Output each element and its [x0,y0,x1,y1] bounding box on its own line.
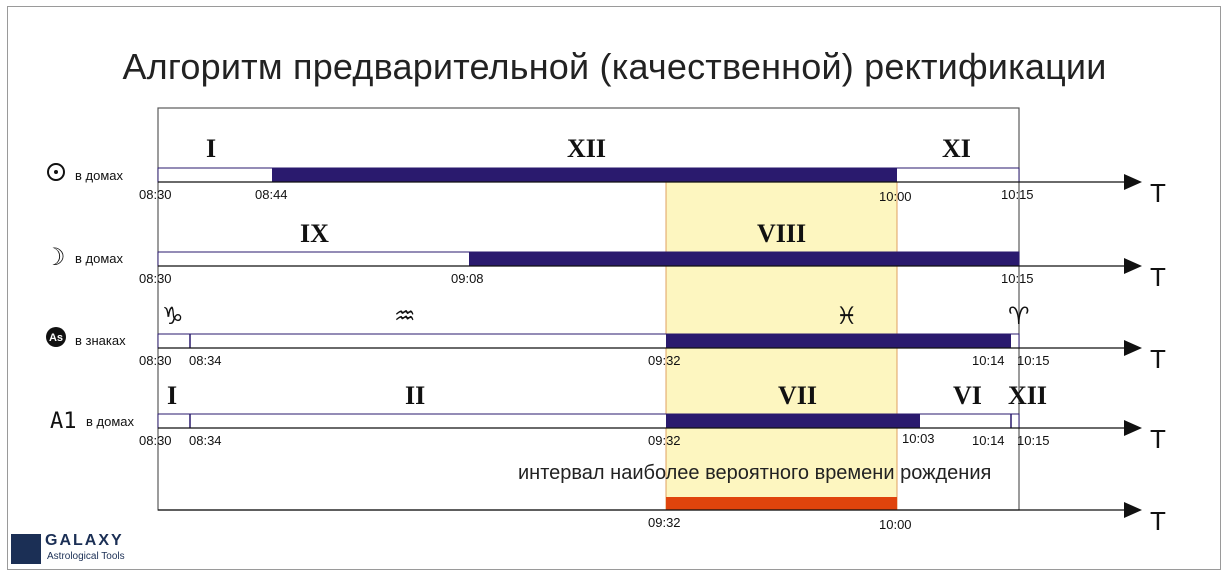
ascendant-icon-text: As [49,332,63,344]
axis-arrow [1124,340,1142,356]
division-label: I [206,134,216,163]
tick-label: 10:15 [1017,353,1050,368]
page-title: Алгоритм предварительной (качественной) … [122,46,1107,87]
timeline-bar [469,252,1019,266]
tick-label: 09:32 [648,353,681,368]
aquarius-icon: ♒ [394,302,416,330]
tick-label: 08:34 [189,353,222,368]
division-label: XII [567,134,606,163]
tick-label: 08:30 [139,271,172,286]
row-label: в домах [86,414,135,429]
ascendant-icon [46,327,66,347]
division-label: IX [300,219,329,248]
tick-label: 10:14 [972,433,1005,448]
capricorn-icon: ♑ [162,302,184,330]
sun-icon [47,163,65,181]
interval-end-label: 10:00 [879,517,912,532]
moon-icon: ☽ [44,243,66,271]
axis-label: T [1150,262,1166,292]
axis-label: T [1150,344,1166,374]
division-label: VII [778,381,817,410]
axis-label: T [1150,178,1166,208]
row-label: в домах [75,251,124,266]
tick-label: 08:30 [139,187,172,202]
tick-label: 10:14 [972,353,1005,368]
tick-label: 08:44 [255,187,288,202]
row-label: в домах [75,168,124,183]
tick-label: 10:15 [1001,187,1034,202]
interval-note: интервал наиболее вероятного времени рож… [518,462,991,484]
row-result: интервал наиболее вероятного времени рож… [158,462,1166,536]
tick-label: 09:32 [648,433,681,448]
row-sun: в домах T 08:30 08:44 10:00 10:15 I XII … [47,134,1166,208]
axis-arrow [1124,420,1142,436]
tick-label: 09:08 [451,271,484,286]
axis-label: T [1150,506,1166,536]
division-label: XII [1008,381,1047,410]
logo-name: GALAXY [45,532,124,549]
tick-label: 10:15 [1017,433,1050,448]
timeline-bar [666,414,920,428]
interval-bar [666,497,897,510]
aries-icon: ♈ [1008,302,1030,330]
pisces-icon: ♓ [836,302,858,330]
outer-frame [7,6,1221,570]
axis-arrow [1124,174,1142,190]
tick-label: 10:15 [1001,271,1034,286]
sun-icon-dot [54,170,58,174]
galaxy-logo-icon [11,534,41,564]
row-moon: ☽ в домах T 08:30 09:08 10:15 IX VIII [44,219,1166,292]
a1-icon: A1 [50,409,77,434]
tick-label: 08:30 [139,433,172,448]
logo-subtitle: Astrological Tools [47,551,125,562]
division-label: I [167,381,177,410]
timeline-bar [666,334,1011,348]
division-label: XI [942,134,971,163]
tick-label: 10:00 [879,189,912,204]
division-label: VIII [757,219,806,248]
tick-label: 08:34 [189,433,222,448]
division-label: II [405,381,425,410]
interval-start-label: 09:32 [648,515,681,530]
axis-label: T [1150,424,1166,454]
axis-arrow [1124,502,1142,518]
row-label: в знаках [75,333,126,348]
galaxy-logo: GALAXY Astrological Tools [11,532,141,564]
division-label: VI [953,381,982,410]
row-a1: A1 в домах T 08:30 08:34 09:32 10:03 10:… [50,381,1166,454]
tick-label: 10:03 [902,431,935,446]
axis-arrow [1124,258,1142,274]
timeline-bar [272,168,897,182]
tick-label: 08:30 [139,353,172,368]
row-ascendant: As в знаках T 08:30 08:34 09:32 10:14 10… [46,302,1166,374]
